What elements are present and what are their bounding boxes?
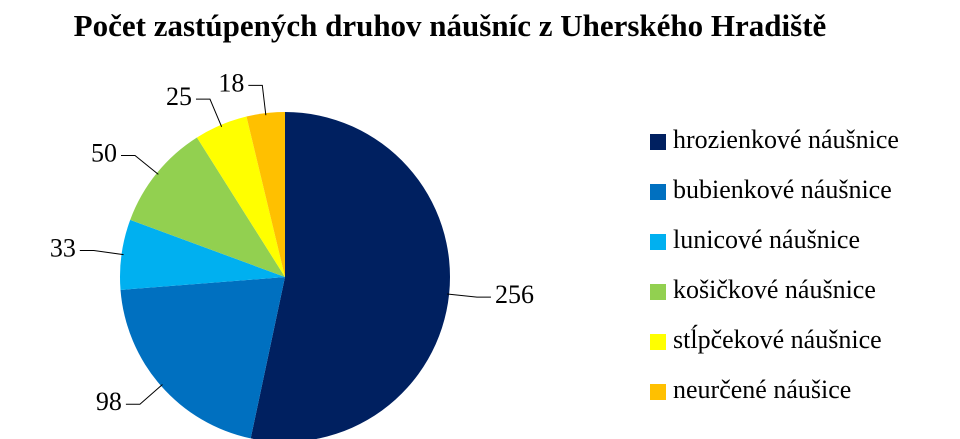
chart-title: Počet zastúpených druhov náušníc z Uhers… — [73, 8, 827, 43]
pie-slice — [246, 112, 285, 277]
legend-label: stĺpčekové náušnice — [673, 325, 882, 354]
legend-swatch — [650, 184, 666, 200]
pie-slice — [120, 219, 285, 290]
data-label: 25 — [166, 82, 192, 111]
leader-line — [125, 384, 163, 405]
legend-label: bubienkové náušnice — [673, 175, 892, 204]
legend-label: neurčené náušice — [673, 375, 851, 404]
pie-slice — [196, 116, 285, 277]
pie-slice — [130, 137, 285, 277]
data-label: 98 — [96, 387, 122, 416]
leader-line — [447, 293, 491, 298]
leader-line — [121, 155, 159, 175]
leader-line — [79, 250, 124, 256]
legend-swatch — [650, 134, 666, 150]
data-label: 256 — [495, 280, 534, 309]
data-label: 18 — [218, 68, 244, 97]
pie-slice — [250, 112, 450, 439]
data-label: 50 — [91, 139, 117, 168]
legend-label: košičkové náušnice — [673, 275, 876, 304]
leader-line — [248, 84, 267, 116]
legend-swatch — [650, 384, 666, 400]
leader-line — [195, 98, 223, 128]
legend-swatch — [650, 334, 666, 350]
legend-label: lunicové náušnice — [673, 225, 860, 254]
legend-label: hrozienkové náušnice — [673, 125, 899, 154]
data-label: 33 — [50, 234, 76, 263]
legend-swatch — [650, 284, 666, 300]
pie-slice — [120, 277, 285, 439]
legend-swatch — [650, 234, 666, 250]
